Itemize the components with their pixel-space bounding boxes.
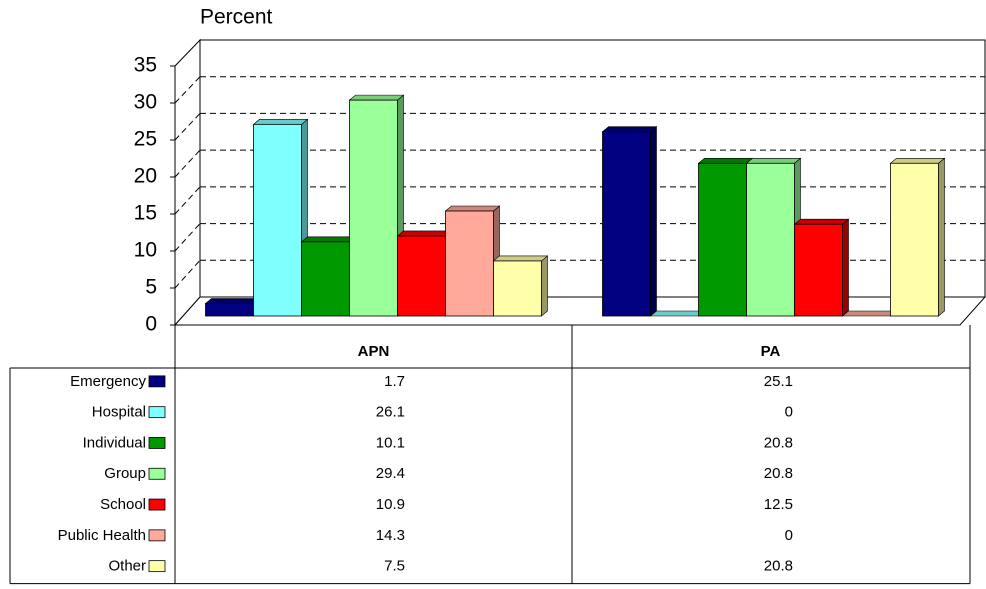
bar-top — [348, 94, 405, 101]
table-value: 20.8 — [764, 465, 793, 482]
bar-top — [697, 157, 754, 164]
bar-top — [745, 157, 802, 164]
bar — [794, 223, 843, 317]
y-tick-label: 30 — [134, 91, 157, 114]
left-wall — [174, 38, 201, 327]
bar — [205, 303, 254, 317]
table-value: 26.1 — [376, 404, 405, 421]
table-value: 0 — [785, 527, 793, 544]
bar — [349, 99, 398, 317]
legend-label: Emergency — [70, 373, 146, 390]
legend-swatch — [148, 560, 166, 573]
table-value: 14.3 — [376, 527, 405, 544]
bar — [397, 235, 446, 317]
grid-line — [174, 149, 201, 178]
legend-swatch — [148, 406, 166, 419]
table-value: 20.8 — [764, 558, 793, 575]
table-value: 12.5 — [764, 496, 793, 513]
bar — [493, 260, 542, 317]
y-tick-label: 20 — [134, 165, 157, 188]
grid-line — [174, 113, 201, 141]
table-value: 29.4 — [376, 465, 405, 482]
grid-line — [174, 223, 201, 252]
bar — [746, 162, 795, 317]
bar-top — [444, 205, 501, 212]
bar — [253, 123, 302, 317]
bar-top — [204, 298, 261, 304]
category-header: PA — [761, 343, 781, 360]
bar-top — [601, 126, 658, 132]
table-value: 10.9 — [376, 496, 405, 513]
bar-side — [842, 218, 849, 317]
table-value: 0 — [785, 404, 793, 421]
grid-line — [174, 186, 201, 215]
legend-swatch — [148, 467, 166, 480]
category-header: APN — [358, 343, 390, 360]
y-tick-label: 15 — [134, 202, 157, 225]
bar — [890, 162, 939, 317]
table-value: 20.8 — [764, 434, 793, 451]
legend-label: Hospital — [92, 404, 146, 421]
y-tick-label: 25 — [134, 128, 157, 151]
bar — [602, 131, 651, 317]
table-value: 1.7 — [384, 373, 405, 390]
legend-swatch — [148, 529, 166, 542]
table-value: 7.5 — [384, 558, 405, 575]
bar-top — [889, 157, 946, 164]
bar — [445, 210, 494, 317]
bar — [301, 241, 350, 317]
legend-label: Individual — [83, 434, 146, 451]
bar — [698, 162, 747, 317]
legend-label: School — [100, 496, 146, 513]
y-tick-label: 0 — [145, 313, 157, 336]
legend-label: Group — [104, 465, 146, 482]
bar-side — [541, 255, 548, 317]
bar-top — [841, 310, 898, 317]
y-tick-label: 35 — [134, 54, 157, 77]
table-value: 10.1 — [376, 434, 405, 451]
bar-top — [252, 119, 309, 125]
table-value: 25.1 — [764, 373, 793, 390]
bar-top — [396, 230, 453, 237]
grid-line — [174, 76, 201, 104]
bar-top — [793, 218, 850, 225]
legend-label: Other — [108, 558, 146, 575]
bar-top — [300, 236, 357, 243]
bar-top — [492, 255, 549, 262]
y-tick-label: 10 — [134, 239, 157, 262]
legend-swatch — [148, 437, 166, 449]
bar-side — [650, 126, 657, 317]
bar-top — [649, 310, 706, 317]
y-tick-label: 5 — [145, 276, 157, 299]
grid-line — [174, 259, 201, 289]
legend-swatch — [148, 375, 166, 388]
legend-swatch — [148, 498, 166, 511]
y-axis-title: Percent — [200, 6, 273, 29]
bar-side — [938, 157, 945, 317]
legend-label: Public Health — [58, 527, 146, 544]
